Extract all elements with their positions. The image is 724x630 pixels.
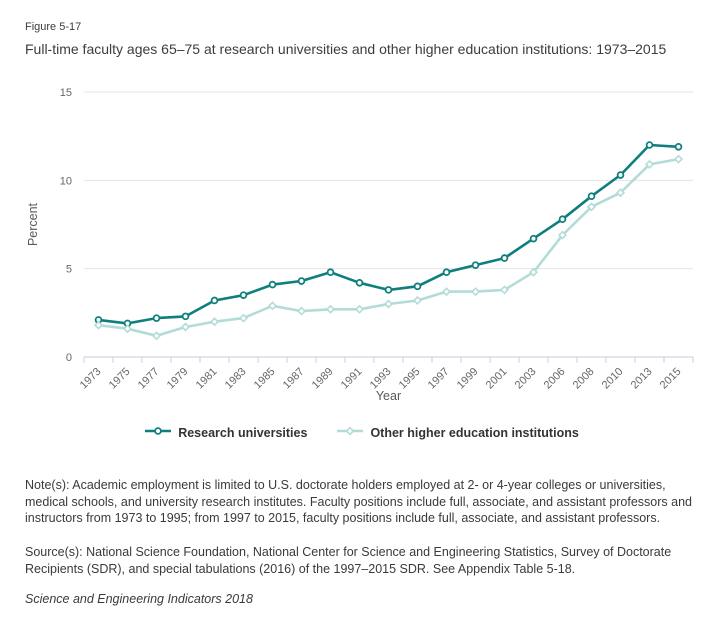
- y-gridlines: [84, 91, 693, 270]
- svg-text:2015: 2015: [658, 366, 684, 392]
- svg-text:5: 5: [66, 264, 72, 276]
- svg-text:2010: 2010: [600, 366, 626, 392]
- legend-swatch-icon: [145, 427, 172, 435]
- series-other-higher-education-institutions: [93, 154, 684, 341]
- svg-text:1997: 1997: [426, 366, 452, 392]
- x-axis-title: Year: [376, 389, 401, 403]
- svg-text:2013: 2013: [629, 366, 655, 392]
- x-axis-tick-labels: 1973 1975 1977 1979 1981 1983 1985 1987 1989 1991…: [78, 366, 684, 392]
- svg-text:2006: 2006: [542, 366, 568, 392]
- svg-text:0: 0: [66, 352, 72, 364]
- footer-brand: Science and Engineering Indicators 2018: [25, 592, 253, 606]
- source-text: Source(s): National Science Foundation, …: [25, 545, 672, 576]
- svg-text:1981: 1981: [194, 366, 220, 392]
- y-axis-title: Percent: [26, 202, 40, 246]
- figure-title: Full-time faculty ages 65–75 at research…: [25, 41, 667, 57]
- svg-text:1993: 1993: [368, 366, 394, 392]
- svg-text:1995: 1995: [397, 366, 423, 392]
- svg-text:1999: 1999: [455, 366, 481, 392]
- svg-text:1989: 1989: [310, 366, 336, 392]
- notes-text: Note(s): Academic employment is limited …: [25, 478, 692, 526]
- svg-text:15: 15: [60, 87, 72, 99]
- svg-text:1987: 1987: [281, 366, 307, 392]
- legend-label: Other higher education institutions: [370, 426, 579, 440]
- legend-item-research-universities: Research universities: [145, 424, 307, 442]
- svg-text:1983: 1983: [223, 366, 249, 392]
- svg-text:2001: 2001: [484, 366, 510, 392]
- legend-marker-diamond-icon: [337, 424, 364, 442]
- svg-text:1985: 1985: [252, 366, 278, 392]
- legend-label: Research universities: [178, 426, 308, 440]
- legend: Research universities Other higher educa…: [0, 424, 724, 442]
- chart-area: 0 5 10 15 1973 1975 1977 1979 1981 1983 1985 1987 19…: [0, 85, 724, 405]
- series-research-universities: [94, 141, 683, 328]
- y-axis-tick-labels: 0 5 10 15: [60, 87, 72, 364]
- svg-text:1977: 1977: [136, 366, 162, 392]
- legend-swatch-icon: [337, 426, 364, 436]
- figure-label: Figure 5-17: [25, 21, 82, 33]
- legend-item-other-institutions: Other higher education institutions: [337, 424, 579, 442]
- svg-text:1973: 1973: [78, 366, 104, 392]
- svg-text:10: 10: [60, 175, 72, 187]
- svg-text:2003: 2003: [513, 366, 539, 392]
- svg-text:2008: 2008: [571, 366, 597, 392]
- svg-text:1979: 1979: [165, 366, 191, 392]
- x-axis: [83, 356, 694, 363]
- legend-marker-circle-icon: [145, 424, 172, 442]
- svg-text:1991: 1991: [339, 366, 365, 392]
- svg-text:1975: 1975: [107, 366, 133, 392]
